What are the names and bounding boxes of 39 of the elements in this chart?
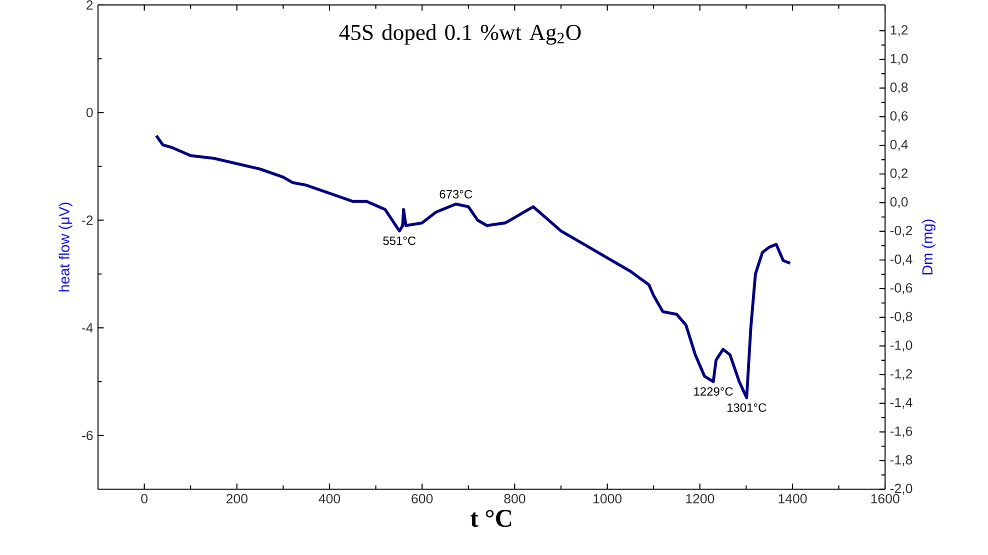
y2-tick-label: 0,6 bbox=[890, 110, 908, 122]
y-tick-label: -2 bbox=[82, 215, 93, 225]
y2-tick-label: -0,2 bbox=[890, 226, 912, 237]
x-tick-label: 200 bbox=[226, 494, 248, 504]
annotation: 1229°C bbox=[694, 386, 733, 396]
x-axis-title: t °C bbox=[470, 510, 512, 527]
y2-tick-label: -0,4 bbox=[890, 254, 912, 266]
y-tick-label: -6 bbox=[82, 430, 93, 440]
y2-tick-label: 0,0 bbox=[890, 196, 908, 208]
x-tick-label: 600 bbox=[412, 494, 433, 504]
y2-tick-label: 1,2 bbox=[890, 24, 908, 36]
y2-tick-label: -1,0 bbox=[890, 340, 912, 352]
x-tick-label: 400 bbox=[318, 494, 340, 504]
annotation: 1301°C bbox=[728, 403, 766, 412]
y2-tick-label: 1,0 bbox=[890, 54, 908, 65]
x-tick-label: 0 bbox=[141, 494, 148, 504]
y2-tick-label: -2,0 bbox=[890, 484, 912, 495]
y-axis-title: heat flow (μV) bbox=[58, 202, 72, 292]
y2-tick-label: -0,8 bbox=[890, 312, 912, 323]
x-tick-label: 1000 bbox=[594, 494, 622, 504]
y-tick-label: -4 bbox=[82, 323, 93, 332]
y2-tick-label: -0,6 bbox=[890, 282, 912, 294]
y2-tick-label: 0,8 bbox=[890, 82, 908, 94]
x-tick-label: 1400 bbox=[778, 494, 807, 504]
y2-tick-label: -1,6 bbox=[890, 426, 912, 438]
y2-tick-label: -1,2 bbox=[890, 368, 912, 380]
x-tick-label: 1200 bbox=[686, 494, 714, 504]
y2-tick-label: 0,4 bbox=[890, 140, 908, 151]
y2-tick-label: -1,8 bbox=[890, 454, 912, 466]
x-tick-label: 1600 bbox=[871, 494, 900, 504]
y-tick-label: 2 bbox=[86, 0, 93, 10]
y-tick-label: 0 bbox=[86, 108, 93, 118]
text: 45S doped 0.1 %wt Ag$_{2}$O bbox=[339, 24, 581, 44]
annotation: 673°C bbox=[440, 190, 472, 198]
y2-axis-title: Dm (mg) bbox=[922, 219, 936, 274]
x-tick-label: 800 bbox=[504, 494, 526, 504]
annotation: 551°C bbox=[383, 236, 416, 245]
y2-tick-label: 0,2 bbox=[890, 168, 908, 180]
y2-tick-label: -1,4 bbox=[890, 398, 912, 408]
